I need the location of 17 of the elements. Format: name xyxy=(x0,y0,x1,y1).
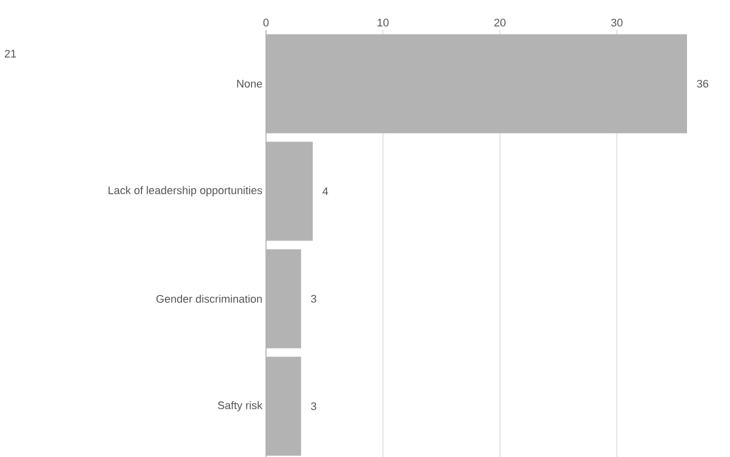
y-tick-label: Gender discrimination xyxy=(156,294,262,303)
data-label: 36 xyxy=(696,80,708,88)
y-tick-label: Lack of leadership opportunities xyxy=(108,186,262,196)
data-label: 3 xyxy=(311,402,316,410)
x-tick-label: 10 xyxy=(378,18,389,26)
x-tick-label: 30 xyxy=(611,18,622,26)
bar xyxy=(266,356,302,456)
y-tick-label: None xyxy=(237,80,262,88)
data-label: 4 xyxy=(322,187,328,196)
x-tick-label: 20 xyxy=(494,18,506,26)
bar xyxy=(266,34,688,134)
bar xyxy=(266,249,302,348)
x-tick-label: 0 xyxy=(263,18,269,26)
y-tick-label: Safty risk xyxy=(218,401,262,412)
bar xyxy=(266,142,313,241)
data-label: 3 xyxy=(311,294,316,303)
text: 21 xyxy=(4,50,16,58)
